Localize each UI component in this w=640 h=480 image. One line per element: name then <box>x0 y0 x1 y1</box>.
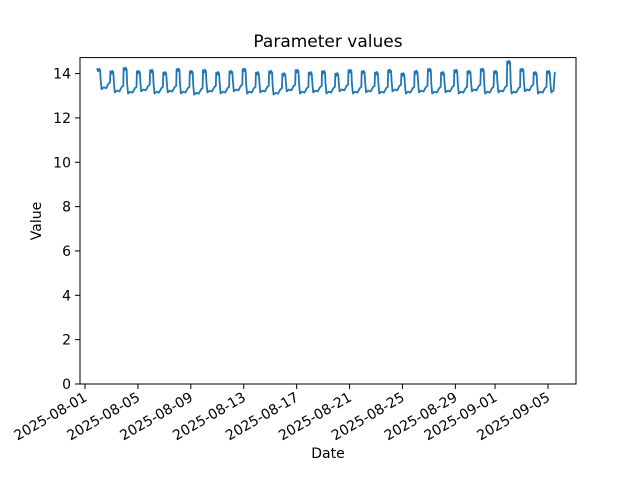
y-tick-label: 2 <box>62 333 71 349</box>
y-tick-label: 6 <box>62 244 71 260</box>
chart-title: Parameter values <box>253 32 403 52</box>
y-axis-label: Value <box>29 201 45 241</box>
y-tick-label: 10 <box>53 155 71 171</box>
parameter-values-line <box>96 60 556 96</box>
y-tick-label: 12 <box>53 111 71 127</box>
x-axis-label: Date <box>311 446 345 462</box>
y-tick-label: 14 <box>53 67 71 83</box>
plot-area-border <box>79 57 577 385</box>
y-tick-label: 0 <box>62 377 71 393</box>
y-tick-label: 8 <box>62 200 71 216</box>
y-tick-label: 4 <box>62 288 71 304</box>
